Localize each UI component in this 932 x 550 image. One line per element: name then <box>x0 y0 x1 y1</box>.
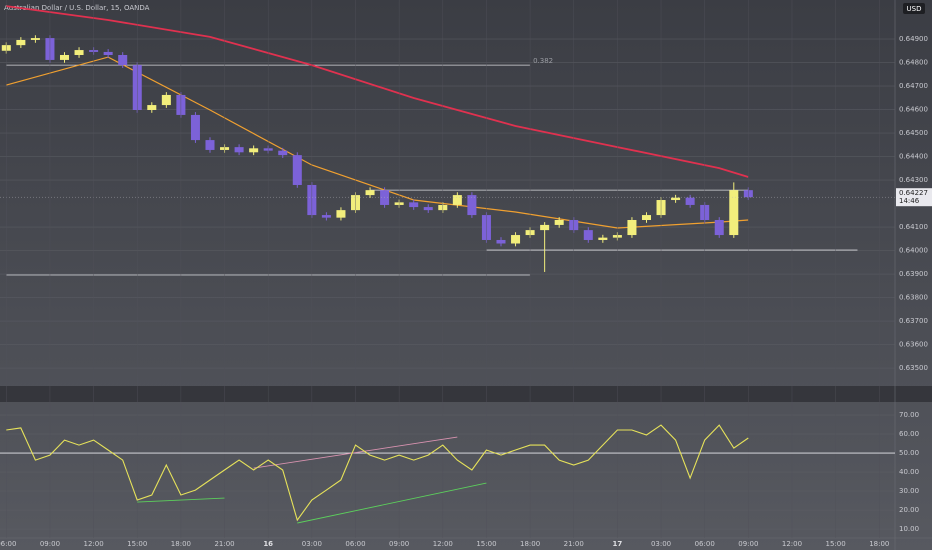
x-tick-label: 21:00 <box>214 540 234 548</box>
y-tick-label: 40.00 <box>899 468 919 476</box>
candle-body <box>59 55 70 60</box>
x-tick-label: 03:00 <box>302 540 322 548</box>
candle-body <box>190 114 200 141</box>
candle-body <box>583 230 593 240</box>
x-tick-label: 09:00 <box>389 540 409 548</box>
currency-badge[interactable] <box>903 3 925 14</box>
last-price: 0.64227 <box>899 189 928 197</box>
candle-body <box>16 39 26 46</box>
y-tick-label: 0.64600 <box>899 106 928 114</box>
candle-body <box>714 220 724 236</box>
x-tick-label: 06:00 <box>345 540 365 548</box>
x-tick-label: 06:00 <box>0 540 16 548</box>
y-tick-label: 0.64900 <box>899 35 928 43</box>
candle-body <box>511 235 521 244</box>
candle-body <box>249 148 259 153</box>
x-tick-label: 15:00 <box>476 540 496 548</box>
y-tick-label: 0.64300 <box>899 176 928 184</box>
pane-separator <box>0 386 932 402</box>
x-tick-label: 12:00 <box>84 540 104 548</box>
candle-body <box>278 150 288 156</box>
candle-body <box>30 38 40 40</box>
y-tick-label: 50.00 <box>899 449 919 457</box>
candle-body <box>234 147 244 153</box>
candle-body <box>554 220 564 225</box>
y-tick-label: 0.64400 <box>899 153 928 161</box>
moving-average <box>6 5 749 178</box>
y-tick-label: 20.00 <box>899 506 919 514</box>
candle-body <box>627 220 637 236</box>
y-tick-label: 0.63700 <box>899 317 928 325</box>
candle-body <box>423 207 433 211</box>
x-tick-label: 09:00 <box>738 540 758 548</box>
candle-body <box>685 197 695 205</box>
y-tick-label: 30.00 <box>899 487 919 495</box>
candle-body <box>496 239 506 244</box>
y-tick-label: 0.63500 <box>899 364 928 372</box>
x-tick-label: 03:00 <box>651 540 671 548</box>
y-tick-label: 0.64500 <box>899 129 928 137</box>
x-tick-label: 17 <box>613 540 623 548</box>
divergence-line <box>253 436 458 469</box>
candle-body <box>292 155 302 185</box>
candle-body <box>74 50 84 55</box>
rsi-line <box>6 424 749 522</box>
x-tick-label: 18:00 <box>171 540 191 548</box>
y-tick-label: 0.63900 <box>899 270 928 278</box>
x-tick-label: 15:00 <box>127 540 147 548</box>
divergence-line <box>137 497 225 503</box>
candle-body <box>118 55 128 66</box>
candle-body <box>671 197 681 201</box>
y-tick-label: 0.64000 <box>899 247 928 255</box>
fib-label: 0.382 <box>533 57 553 65</box>
candle-body <box>380 190 390 205</box>
x-tick-label: 12:00 <box>433 540 453 548</box>
candle-body <box>598 237 608 240</box>
y-tick-label: 0.64100 <box>899 223 928 231</box>
x-tick-label: 18:00 <box>520 540 540 548</box>
candle-body <box>540 224 550 231</box>
candle-body <box>321 215 331 218</box>
y-tick-label: 60.00 <box>899 430 919 438</box>
x-tick-label: 16 <box>263 540 273 548</box>
x-tick-label: 12:00 <box>782 540 802 548</box>
countdown: 14:46 <box>899 197 920 205</box>
candle-body <box>336 210 346 218</box>
y-tick-label: 70.00 <box>899 411 919 419</box>
y-tick-label: 0.63800 <box>899 294 928 302</box>
y-tick-label: 10.00 <box>899 525 919 533</box>
candle-body <box>409 202 419 208</box>
divergence-line <box>297 482 487 524</box>
currency[interactable]: USD <box>907 5 922 13</box>
candle-body <box>161 94 171 106</box>
candle-body <box>103 51 113 55</box>
y-tick-label: 0.63600 <box>899 341 928 349</box>
candle-body <box>365 190 375 196</box>
candle-body <box>641 215 652 220</box>
candle-body <box>452 195 462 205</box>
candle-body <box>729 190 739 236</box>
x-tick-label: 18:00 <box>869 540 889 548</box>
candle-body <box>205 140 215 150</box>
x-tick-label: 21:00 <box>564 540 584 548</box>
x-tick-label: 06:00 <box>695 540 715 548</box>
candle-body <box>467 195 477 216</box>
candle-body <box>147 105 157 110</box>
y-tick-label: 0.64700 <box>899 82 928 90</box>
x-tick-label: 09:00 <box>40 540 60 548</box>
y-tick-label: 0.64800 <box>899 59 928 67</box>
x-tick-label: 15:00 <box>826 540 846 548</box>
symbol-title: Australian Dollar / U.S. Dollar, 15, OAN… <box>4 4 150 12</box>
last-price-badge <box>896 188 932 207</box>
